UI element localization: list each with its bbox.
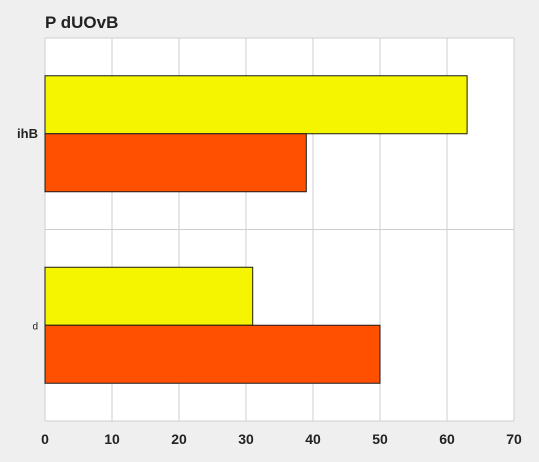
- bar-ihB-series-2: [44, 133, 307, 193]
- bars: [44, 75, 468, 384]
- x-tick-label-30: 30: [238, 431, 254, 447]
- chart-title: P dUOvB: [45, 13, 118, 32]
- x-axis-ticks: 0 10 20 30 40 50 60 70: [41, 431, 522, 447]
- x-tick-label-50: 50: [372, 431, 388, 447]
- bar-d-series-2: [44, 324, 381, 384]
- bar-d-series-1: [44, 266, 254, 326]
- x-tick-label-0: 0: [41, 431, 49, 447]
- x-tick-label-70: 70: [506, 431, 522, 447]
- x-tick-label-40: 40: [305, 431, 321, 447]
- x-tick-label-10: 10: [104, 431, 120, 447]
- y-axis-categories: ihB d: [17, 126, 38, 333]
- y-category-label-d: d: [32, 321, 38, 332]
- x-tick-label-60: 60: [439, 431, 455, 447]
- x-tick-label-20: 20: [171, 431, 187, 447]
- y-category-label-ihB: ihB: [17, 126, 38, 141]
- bar-ihB-series-1: [44, 75, 468, 135]
